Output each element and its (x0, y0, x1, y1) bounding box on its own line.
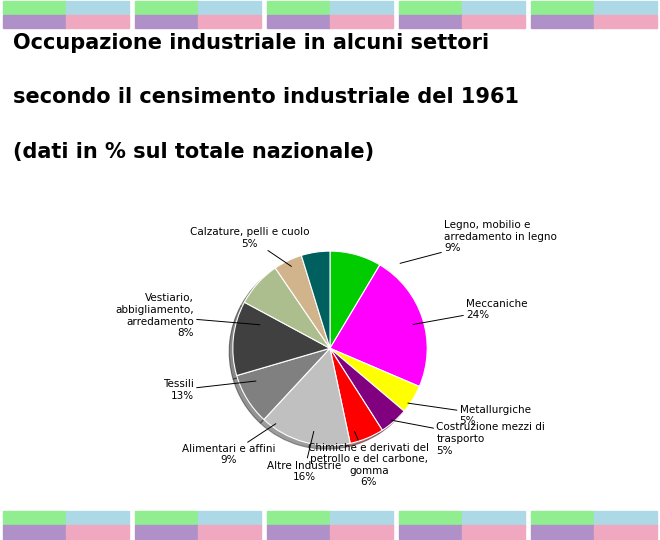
Bar (198, 525, 261, 538)
Bar (135, 1, 198, 14)
Bar (198, 15, 261, 28)
Bar (594, 525, 657, 538)
Bar (330, 511, 393, 524)
Bar (66, 511, 129, 524)
Text: Meccaniche
24%: Meccaniche 24% (413, 299, 527, 325)
Text: (dati in % sul totale nazionale): (dati in % sul totale nazionale) (13, 141, 374, 161)
Wedge shape (330, 348, 382, 443)
Text: Legno, mobilio e
arredamento in legno
9%: Legno, mobilio e arredamento in legno 9% (400, 220, 557, 264)
Bar (135, 511, 198, 524)
Text: Metallurgiche
5%: Metallurgiche 5% (408, 403, 531, 427)
Bar (66, 1, 129, 14)
Bar (330, 1, 393, 14)
Bar (198, 1, 261, 14)
Bar (399, 511, 462, 524)
Text: Occupazione industriale in alcuni settori: Occupazione industriale in alcuni settor… (13, 33, 489, 53)
Wedge shape (330, 348, 404, 430)
Text: Alimentari e affini
9%: Alimentari e affini 9% (182, 424, 276, 465)
Bar (462, 525, 525, 538)
Bar (531, 511, 594, 524)
Text: Calzature, pelli e cuolo
5%: Calzature, pelli e cuolo 5% (190, 227, 310, 266)
Bar (531, 1, 594, 14)
Bar (330, 15, 393, 28)
Text: Altre Industrie
16%: Altre Industrie 16% (267, 431, 341, 482)
Bar (399, 525, 462, 538)
Bar (330, 525, 393, 538)
Wedge shape (275, 255, 330, 348)
Wedge shape (237, 348, 330, 420)
Wedge shape (244, 268, 330, 348)
Wedge shape (233, 302, 330, 375)
Bar (135, 525, 198, 538)
Wedge shape (330, 348, 419, 411)
Bar (3, 15, 66, 28)
Bar (462, 511, 525, 524)
Bar (399, 1, 462, 14)
Bar (594, 15, 657, 28)
Bar (462, 1, 525, 14)
Bar (267, 525, 330, 538)
Wedge shape (330, 265, 427, 387)
Text: Chimiche e derivati del
petrollo e del carbone,
gomma
6%: Chimiche e derivati del petrollo e del c… (308, 431, 430, 487)
Wedge shape (330, 251, 380, 348)
Wedge shape (302, 251, 330, 348)
Bar (66, 525, 129, 538)
Text: secondo il censimento industriale del 1961: secondo il censimento industriale del 19… (13, 87, 519, 107)
Bar (267, 15, 330, 28)
Bar (267, 511, 330, 524)
Text: Tessili
13%: Tessili 13% (163, 379, 256, 401)
Wedge shape (264, 348, 350, 446)
Bar (3, 511, 66, 524)
Bar (66, 15, 129, 28)
Text: Costruzione mezzi di
trasporto
5%: Costruzione mezzi di trasporto 5% (391, 420, 545, 456)
Bar (531, 15, 594, 28)
Bar (531, 525, 594, 538)
Bar (267, 1, 330, 14)
Bar (135, 15, 198, 28)
Bar (462, 15, 525, 28)
Bar (594, 1, 657, 14)
Bar (198, 511, 261, 524)
Bar (594, 511, 657, 524)
Bar (3, 525, 66, 538)
Text: Vestiario,
abbigliamento,
arredamento
8%: Vestiario, abbigliamento, arredamento 8% (115, 294, 260, 338)
Bar (399, 15, 462, 28)
Bar (3, 1, 66, 14)
